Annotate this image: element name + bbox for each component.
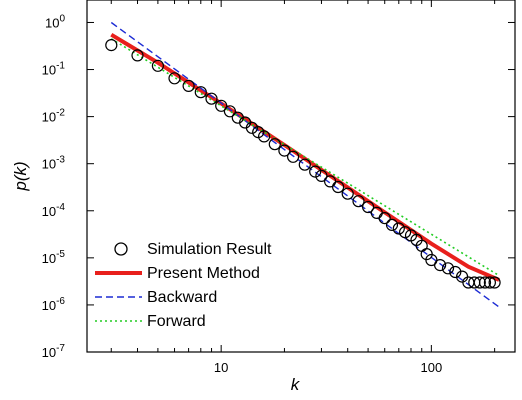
data-point xyxy=(105,38,118,52)
data-point xyxy=(215,99,228,112)
data-point xyxy=(483,276,496,289)
data-point xyxy=(205,92,218,105)
series-line-forward xyxy=(110,38,500,277)
y-tick-label: 100 xyxy=(45,13,65,30)
data-point xyxy=(315,169,328,182)
data-point xyxy=(298,158,311,171)
y-tick-label: 10-3 xyxy=(42,155,66,172)
y-tick-label: 10-2 xyxy=(42,108,66,125)
data-point xyxy=(168,72,181,85)
legend-label: Simulation Result xyxy=(147,241,272,258)
data-point xyxy=(385,218,399,231)
x-axis-title: k xyxy=(291,375,301,394)
data-point xyxy=(341,187,354,200)
data-point xyxy=(258,130,271,143)
data-point xyxy=(268,138,281,151)
x-tick-label: 100 xyxy=(421,360,443,375)
data-point xyxy=(441,262,455,275)
data-point xyxy=(131,49,144,62)
legend-label: Forward xyxy=(147,313,206,330)
y-tick-label: 10-5 xyxy=(42,249,66,266)
series-line-backward xyxy=(110,21,500,308)
y-tick-label: 10-6 xyxy=(42,296,66,313)
data-point xyxy=(449,265,462,279)
data-point xyxy=(332,180,345,194)
series-layer xyxy=(105,21,501,308)
data-point xyxy=(287,150,300,163)
data-point xyxy=(223,105,236,118)
legend-label: Backward xyxy=(147,289,217,306)
x-tick-label: 10 xyxy=(214,360,228,375)
data-point xyxy=(194,86,207,99)
data-point xyxy=(399,226,412,239)
data-point xyxy=(324,175,337,188)
plot-frame xyxy=(86,0,516,353)
y-axis-title: p(k) xyxy=(11,161,30,191)
data-point xyxy=(488,276,501,289)
data-point xyxy=(478,276,492,289)
data-point xyxy=(434,259,447,272)
data-point xyxy=(352,195,365,208)
data-point xyxy=(362,200,375,214)
y-tick-label: 10-1 xyxy=(42,61,66,78)
data-point xyxy=(182,79,195,93)
legend-label: Present Method xyxy=(147,265,260,282)
data-point xyxy=(151,59,164,72)
data-point xyxy=(473,276,486,289)
data-point xyxy=(278,144,291,157)
y-tick-label: 10-7 xyxy=(42,343,66,360)
data-point xyxy=(309,165,322,178)
data-point xyxy=(245,121,258,134)
data-point xyxy=(392,222,405,235)
y-tick-label: 10-4 xyxy=(42,202,66,219)
legend-marker-circle xyxy=(114,242,128,256)
data-point xyxy=(378,212,391,225)
legend: Simulation Result Present Method Backward F… xyxy=(95,241,272,330)
ticks-layer: 10 100 100 10-1 10-2 10-3 10-4 10-5 10-6 10-7 xyxy=(42,0,515,375)
